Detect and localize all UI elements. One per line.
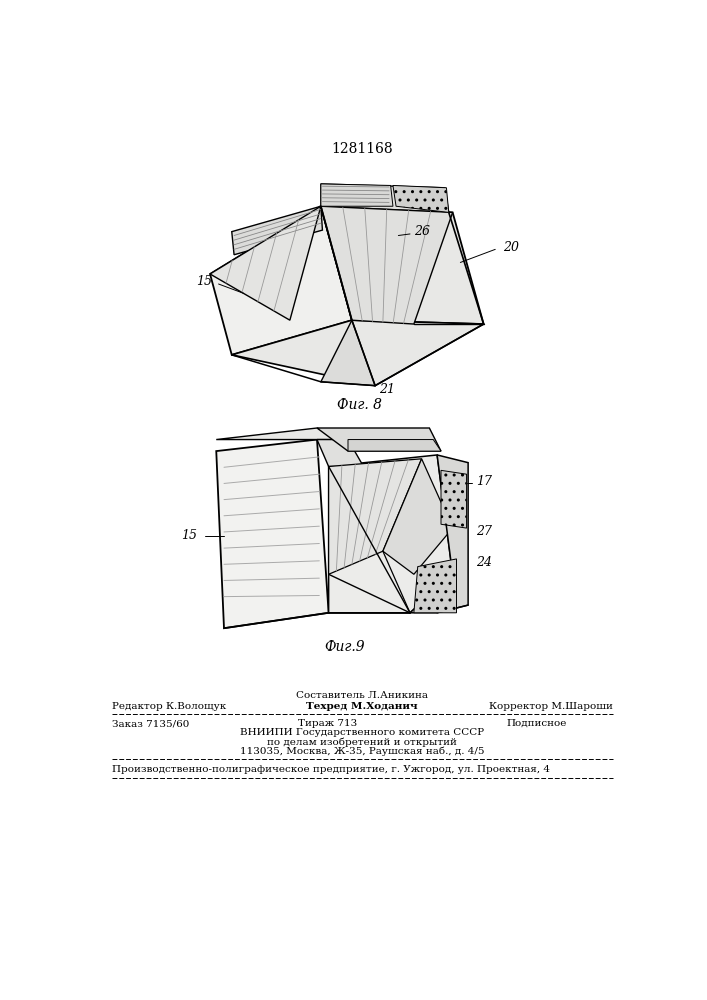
Polygon shape: [321, 320, 375, 386]
Text: 21: 21: [379, 383, 395, 396]
Text: 15: 15: [181, 529, 197, 542]
Text: Техред М.Ходанич: Техред М.Ходанич: [306, 702, 418, 711]
Text: Фиг.9: Фиг.9: [324, 640, 364, 654]
Polygon shape: [321, 184, 393, 206]
Polygon shape: [232, 206, 322, 255]
Text: Производственно-полиграфическое предприятие, г. Ужгород, ул. Проектная, 4: Производственно-полиграфическое предприя…: [112, 765, 549, 774]
Text: Редактор К.Волощук: Редактор К.Волощук: [112, 702, 226, 711]
Polygon shape: [321, 206, 452, 324]
Polygon shape: [321, 184, 449, 212]
Polygon shape: [383, 459, 452, 574]
Text: 26: 26: [414, 225, 430, 238]
Text: Подписное: Подписное: [507, 719, 567, 728]
Polygon shape: [393, 185, 449, 212]
Text: Корректор М.Шароши: Корректор М.Шароши: [489, 702, 613, 711]
Text: 113035, Москва, Ж-35, Раушская наб., д. 4/5: 113035, Москва, Ж-35, Раушская наб., д. …: [240, 747, 484, 756]
Text: Составитель Л.Аникина: Составитель Л.Аникина: [296, 691, 428, 700]
Polygon shape: [216, 440, 329, 628]
Text: 1281168: 1281168: [331, 142, 393, 156]
Polygon shape: [441, 470, 467, 528]
Polygon shape: [317, 428, 441, 451]
Text: 24: 24: [476, 556, 492, 569]
Polygon shape: [210, 206, 321, 320]
Text: 27: 27: [476, 525, 492, 538]
Text: 15: 15: [197, 275, 212, 288]
Text: 20: 20: [503, 241, 519, 254]
Text: Тираж 713: Тираж 713: [298, 719, 357, 728]
Polygon shape: [210, 206, 352, 355]
Text: ВНИИПИ Государственного комитета СССР: ВНИИПИ Государственного комитета СССР: [240, 728, 484, 737]
Polygon shape: [329, 455, 452, 613]
Polygon shape: [348, 440, 441, 451]
Text: Заказ 7135/60: Заказ 7135/60: [112, 719, 189, 728]
Polygon shape: [410, 455, 468, 613]
Polygon shape: [414, 559, 457, 613]
Polygon shape: [321, 206, 484, 324]
Polygon shape: [317, 440, 363, 466]
Polygon shape: [232, 320, 484, 386]
Polygon shape: [216, 428, 348, 440]
Text: по делам изобретений и открытий: по делам изобретений и открытий: [267, 737, 457, 747]
Text: Фиг. 8: Фиг. 8: [337, 398, 382, 412]
Text: 17: 17: [476, 475, 492, 488]
Polygon shape: [329, 459, 421, 574]
